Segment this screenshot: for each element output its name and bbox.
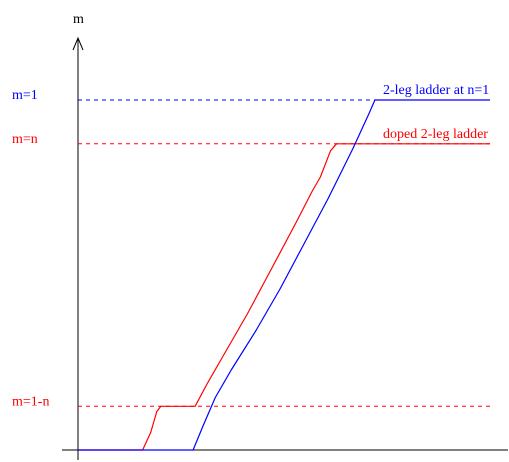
reference-label-1: m=n (12, 132, 38, 147)
series-label-0: doped 2-leg ladder (383, 127, 488, 142)
y-axis-arrow (72, 36, 84, 51)
series-line-1 (78, 99, 490, 451)
axes: m (62, 12, 508, 460)
series-curves (78, 99, 490, 451)
series-labels: doped 2-leg ladder 2-leg ladder at n=1 (383, 83, 489, 142)
reference-lines (78, 99, 490, 407)
series-line-0 (78, 143, 490, 451)
reference-label-2: m=1-n (12, 394, 49, 409)
series-label-1: 2-leg ladder at n=1 (383, 83, 489, 98)
reference-label-0: m=1 (12, 88, 38, 103)
y-axis-label: m (73, 12, 84, 27)
reference-labels: m=1 m=n m=1-n (12, 88, 49, 409)
